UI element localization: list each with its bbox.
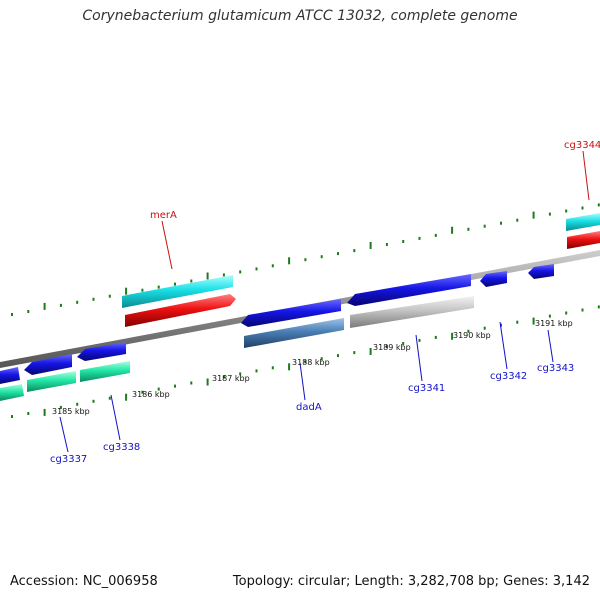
gene-label-cg3342[interactable]: cg3342 xyxy=(490,371,527,382)
gene-label-cg3344[interactable]: cg3344 xyxy=(564,140,600,151)
gene-cds-3[interactable] xyxy=(77,342,126,361)
gene-label-cg3341[interactable]: cg3341 xyxy=(408,383,445,394)
scale-label-3190: 3190 kbp xyxy=(453,331,491,340)
genome-summary-text: Topology: circular; Length: 3,282,708 bp… xyxy=(232,574,590,589)
gene-label-cg3343[interactable]: cg3343 xyxy=(537,363,574,374)
gene-label-merA[interactable]: merA xyxy=(150,210,177,221)
gene-merA-cyan[interactable] xyxy=(122,275,233,308)
map-title: Corynebacterium glutamicum ATCC 13032, c… xyxy=(82,8,518,24)
gene-dadA-feature[interactable] xyxy=(244,318,344,348)
scale-label-3188: 3188 kbp xyxy=(292,358,330,367)
gene-cg3338-feature[interactable] xyxy=(80,361,130,382)
gene-cg3337-aqua[interactable] xyxy=(0,384,24,401)
gene-cg3344-cds[interactable] xyxy=(567,231,600,249)
gene-cg3342-cds[interactable] xyxy=(480,271,507,287)
scale-label-3187: 3187 kbp xyxy=(212,374,250,383)
gene-cg3341-cds[interactable] xyxy=(347,274,471,306)
scale-label-3186: 3186 kbp xyxy=(132,390,170,399)
gene-cg3337-feature[interactable] xyxy=(27,371,76,392)
scale-label-3189: 3189 kbp xyxy=(373,343,411,352)
scale-tick-rows xyxy=(11,203,600,418)
gene-cg3341-feature[interactable] xyxy=(350,296,474,328)
scale-label-3185: 3185 kbp xyxy=(52,407,90,416)
gene-cds-1[interactable] xyxy=(0,367,20,384)
gene-label-dadA[interactable]: dadA xyxy=(296,402,322,413)
gene-label-cg3338[interactable]: cg3338 xyxy=(103,442,140,453)
gene-label-cg3337[interactable]: cg3337 xyxy=(50,454,87,465)
gene-features xyxy=(0,213,600,401)
gene-dadA-cds[interactable] xyxy=(241,299,341,327)
gene-merA-cds[interactable] xyxy=(125,294,236,327)
gene-cg3343-cds[interactable] xyxy=(528,264,554,279)
scale-label-3191: 3191 kbp xyxy=(535,319,573,328)
gene-cds-2[interactable] xyxy=(24,354,72,375)
gene-cg3344-cyan[interactable] xyxy=(566,213,600,231)
accession-text: Accession: NC_006958 xyxy=(10,574,158,589)
label-leader-lines xyxy=(59,150,590,453)
